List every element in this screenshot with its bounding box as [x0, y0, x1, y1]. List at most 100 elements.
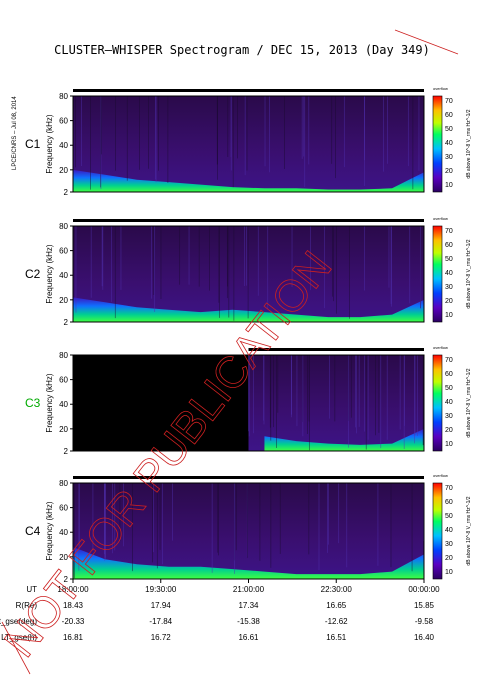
colorbar-tick: 70: [445, 357, 453, 364]
ephemeris-value: 16.40: [414, 633, 435, 642]
y-tick-label: 80: [59, 351, 68, 360]
spectrogram-panel-c4: 80 60 40 20 2 Frequency (kHz) C4 overflow 70 60 50…: [25, 473, 472, 584]
colorbar-tick: 30: [445, 284, 453, 291]
ephemeris-value: -20.33: [62, 617, 85, 626]
y-tick-label: 20: [59, 425, 68, 434]
emission-band: [73, 297, 424, 322]
colorbar: [432, 482, 443, 580]
ephemeris-value: -17.84: [149, 617, 172, 626]
y-tick-label: 60: [59, 247, 68, 256]
spectrogram-panel-c3: 80 60 40 20 2 Frequency (kHz) C3 overflow 70 60 50…: [25, 345, 472, 456]
y-tick-label: 20: [59, 296, 68, 305]
panel-name: C4: [25, 524, 41, 538]
colorbar-tick: 40: [445, 399, 453, 406]
spectrogram-background: [73, 96, 424, 192]
ephemeris-label: UT: [26, 585, 37, 594]
ephemeris-value: 16.65: [326, 601, 347, 610]
colorbar-tick: 40: [445, 270, 453, 277]
colorbar-tick: 70: [445, 98, 453, 105]
colorbar-tick: 40: [445, 140, 453, 147]
colorbar-tick: 60: [445, 371, 453, 378]
colorbar-tick: 50: [445, 256, 453, 263]
ephemeris-value: 15.85: [414, 601, 435, 610]
ephemeris-value: 16.61: [238, 633, 259, 642]
y-tick-label: 80: [59, 222, 68, 231]
colorbar-tick: 50: [445, 126, 453, 133]
colorbar-tick: 10: [445, 569, 453, 576]
watermark-strike-lower: [1, 621, 31, 675]
colorbar-tick: 70: [445, 228, 453, 235]
y-axis-label: Frequency (kHz): [45, 501, 54, 560]
ephemeris-value: 19:30:00: [145, 585, 177, 594]
colorbar-tick: 30: [445, 413, 453, 420]
colorbar-tick: 60: [445, 242, 453, 249]
emission-band: [73, 169, 424, 192]
spectrogram-panel-c2: 80 60 40 20 2 Frequency (kHz) C2 overflow 70 60 50…: [25, 216, 472, 327]
colorbar-overflow-tag: overflow: [433, 345, 448, 350]
emission-band: [264, 428, 424, 451]
y-tick-label: 80: [59, 92, 68, 101]
ephemeris-value: 17.34: [238, 601, 259, 610]
ephemeris-value: 21:00:00: [233, 585, 265, 594]
figure-title: CLUSTER–WHISPER Spectrogram / DEC 15, 20…: [54, 43, 430, 57]
emission-band: [73, 547, 424, 579]
panel-name: C1: [25, 137, 41, 151]
ephemeris-value: 16.72: [151, 633, 172, 642]
side-stamp: LPCE/CNRS – Jul 08, 2014: [12, 96, 18, 170]
colorbar-overflow-tag: overflow: [433, 473, 448, 478]
colorbar-tick: 10: [445, 312, 453, 319]
y-tick-label: 2: [64, 575, 69, 584]
ephemeris-label: LT_gse(h): [1, 633, 37, 642]
y-tick-label: 80: [59, 479, 68, 488]
colorbar-tick: 50: [445, 513, 453, 520]
ephemeris-value: 16.51: [326, 633, 347, 642]
colorbar-tick: 20: [445, 168, 453, 175]
y-tick-label: 2: [64, 447, 69, 456]
ephemeris-label: R(Re): [16, 601, 38, 610]
colorbar-label: dB above 10^-8 V_rms Hz^-1/2: [466, 239, 472, 308]
colorbar-tick: 10: [445, 441, 453, 448]
colorbar: [432, 95, 443, 193]
ephemeris-value: 17.94: [151, 601, 172, 610]
ephemeris-value: -15.38: [237, 617, 260, 626]
y-axis-label: Frequency (kHz): [45, 244, 54, 303]
data-coverage-bar: [73, 89, 424, 92]
ephemeris-value: 18.43: [63, 601, 84, 610]
y-tick-label: 60: [59, 376, 68, 385]
spectrogram-background: [73, 226, 424, 322]
y-tick-label: 60: [59, 117, 68, 126]
y-tick-label: 2: [64, 318, 69, 327]
data-gap-region: [73, 355, 249, 451]
colorbar-overflow-tag: overflow: [433, 86, 448, 91]
colorbar: [432, 225, 443, 323]
colorbar-tick: 70: [445, 485, 453, 492]
data-coverage-bar: [73, 219, 424, 222]
colorbar-overflow-tag: overflow: [433, 216, 448, 221]
colorbar-tick: 20: [445, 427, 453, 434]
colorbar-tick: 50: [445, 385, 453, 392]
ephemeris-value: -12.62: [325, 617, 348, 626]
colorbar-tick: 60: [445, 112, 453, 119]
panel-frame: [72, 225, 425, 323]
colorbar-tick: 10: [445, 182, 453, 189]
ephemeris-value: 18:00:00: [57, 585, 89, 594]
ephemeris-table: UT 18:00:00 19:30:00 21:00:00 22:30:00 00:00:…: [0, 585, 440, 642]
colorbar-label: dB above 10^-8 V_rms Hz^-1/2: [466, 368, 472, 437]
y-tick-label: 40: [59, 271, 68, 280]
y-axis-label: Frequency (kHz): [45, 373, 54, 432]
y-tick-label: 20: [59, 166, 68, 175]
y-tick-label: 2: [64, 188, 69, 197]
y-tick-label: 40: [59, 141, 68, 150]
colorbar-tick: 20: [445, 555, 453, 562]
y-axis-label: Frequency (kHz): [45, 114, 54, 173]
watermark-strike: [394, 29, 459, 55]
panel-frame: [72, 95, 425, 193]
panel-name: C3: [25, 396, 41, 410]
colorbar-tick: 60: [445, 499, 453, 506]
colorbar-tick: 30: [445, 154, 453, 161]
colorbar-tick: 30: [445, 541, 453, 548]
spectrogram-panel-c1: 80 60 40 20 2 Frequency (kHz) C1 overflow 70 60 50…: [25, 86, 472, 197]
colorbar-label: dB above 10^-8 V_rms Hz^-1/2: [466, 109, 472, 178]
ephemeris-label: Lat_gse(deg): [0, 617, 37, 626]
